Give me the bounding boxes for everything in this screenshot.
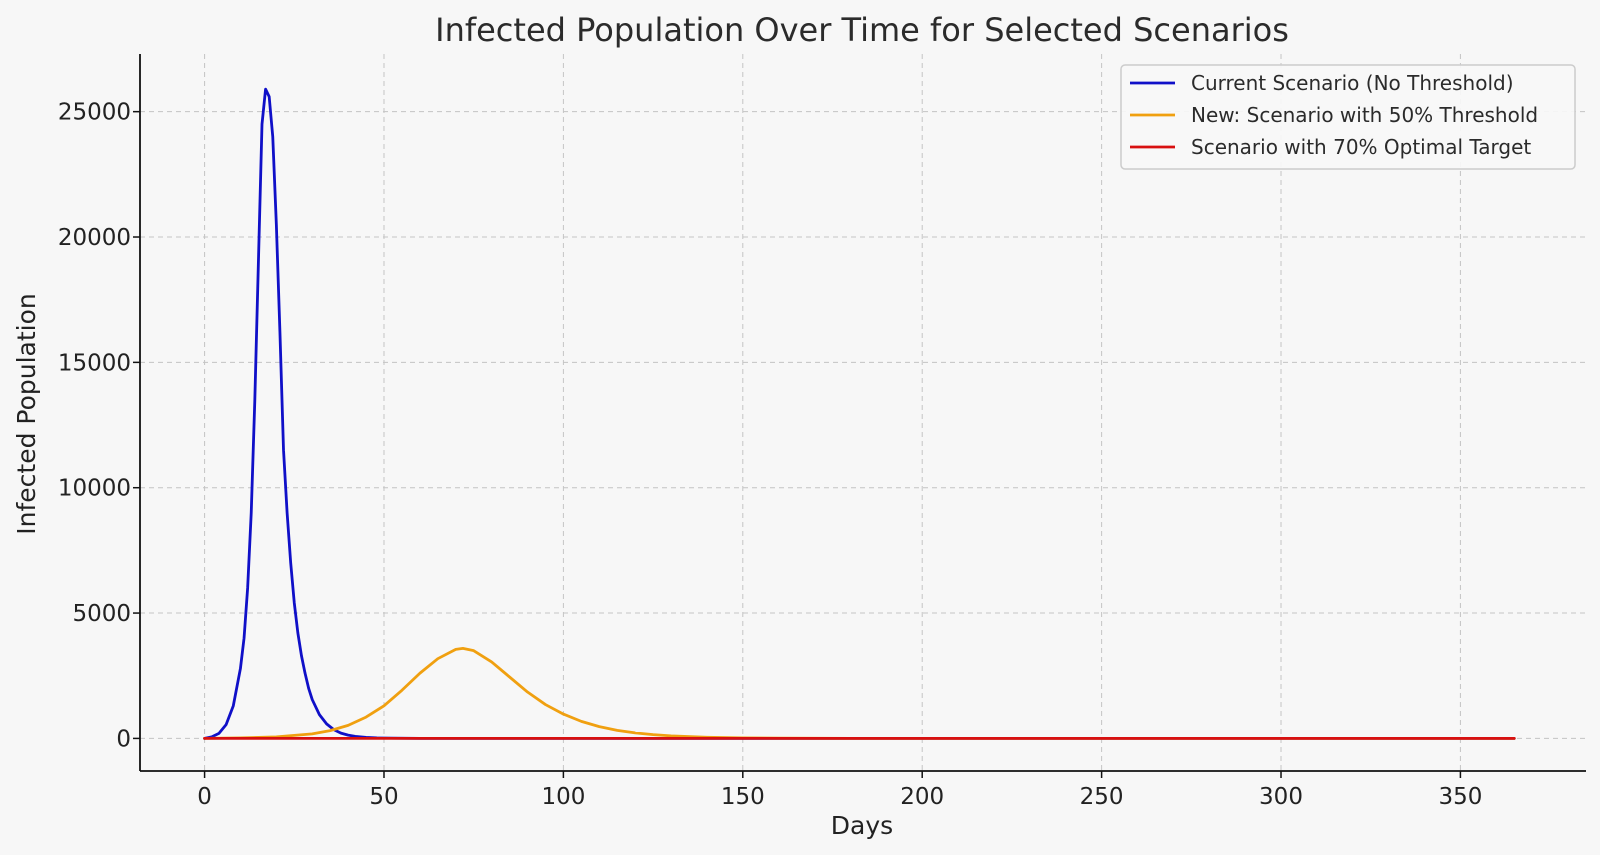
x-tick-label: 150 [721,784,765,810]
y-tick-label: 10000 [58,476,131,502]
x-tick-label: 200 [900,784,944,810]
chart-title: Infected Population Over Time for Select… [435,11,1289,49]
x-tick-label: 50 [369,784,398,810]
x-tick-label: 350 [1438,784,1482,810]
y-axis-ticks: 0 5000 10000 15000 20000 25000 [58,100,140,752]
y-tick-label: 5000 [72,601,131,627]
legend-item: New: Scenario with 50% Threshold [1130,103,1538,127]
series-line-new-scenario-with-50-threshold [203,647,1516,740]
series-line-current-scenario-no-threshold [203,87,1516,740]
x-axis-label: Days [831,811,893,840]
y-tick-label: 25000 [58,100,131,126]
x-tick-label: 250 [1080,784,1124,810]
x-tick-label: 100 [541,784,585,810]
legend-box [1120,64,1576,170]
legend-label: Scenario with 70% Optimal Target [1191,135,1531,159]
axes [139,54,1586,772]
x-axis-ticks: 0 50 100 150 200 250 300 350 [197,771,1482,810]
legend: Current Scenario (No Threshold) New: Scen… [1120,64,1576,170]
plot-area [203,87,1516,740]
y-tick-label: 15000 [58,350,131,376]
y-tick-label: 0 [116,726,131,752]
legend-label: Current Scenario (No Threshold) [1191,71,1514,95]
y-axis-label: Infected Population [12,293,41,535]
legend-item: Current Scenario (No Threshold) [1130,71,1514,95]
x-tick-label: 0 [197,784,212,810]
y-tick-label: 20000 [58,225,131,251]
legend-label: New: Scenario with 50% Threshold [1191,103,1538,127]
x-tick-label: 300 [1259,784,1303,810]
legend-item: Scenario with 70% Optimal Target [1130,135,1531,159]
